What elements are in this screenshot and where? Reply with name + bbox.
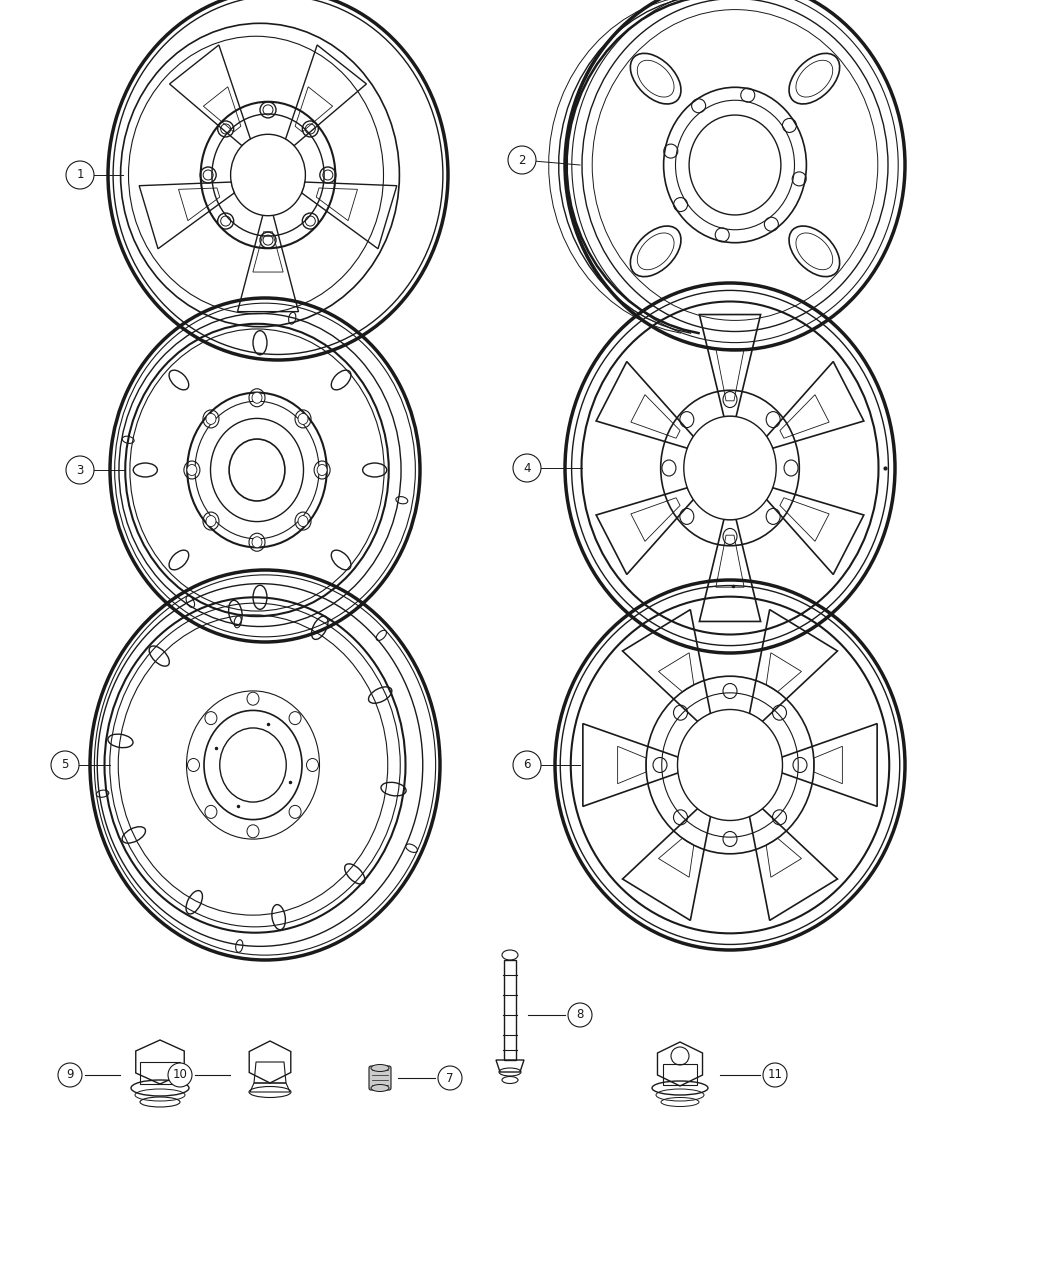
Ellipse shape: [252, 393, 262, 403]
Ellipse shape: [502, 1076, 518, 1084]
Text: 4: 4: [523, 462, 530, 474]
Circle shape: [66, 456, 94, 484]
Ellipse shape: [689, 115, 781, 215]
Ellipse shape: [219, 728, 287, 802]
FancyBboxPatch shape: [369, 1066, 391, 1090]
Circle shape: [568, 1003, 592, 1026]
Text: 8: 8: [576, 1009, 584, 1021]
Ellipse shape: [298, 515, 308, 527]
Circle shape: [51, 751, 79, 779]
Circle shape: [168, 1063, 192, 1088]
Ellipse shape: [206, 515, 216, 527]
Text: 9: 9: [66, 1068, 74, 1081]
Ellipse shape: [677, 709, 782, 821]
Circle shape: [508, 147, 536, 173]
Ellipse shape: [684, 416, 776, 520]
Ellipse shape: [371, 1065, 388, 1071]
Text: 11: 11: [768, 1068, 782, 1081]
Text: 10: 10: [172, 1068, 188, 1081]
Circle shape: [66, 161, 94, 189]
Text: 2: 2: [519, 153, 526, 167]
Ellipse shape: [206, 413, 216, 425]
Circle shape: [513, 454, 541, 482]
Text: 5: 5: [61, 759, 68, 771]
Ellipse shape: [502, 950, 518, 960]
Ellipse shape: [231, 134, 306, 215]
Ellipse shape: [298, 413, 308, 425]
Ellipse shape: [371, 1085, 388, 1091]
Circle shape: [513, 751, 541, 779]
Ellipse shape: [210, 418, 303, 521]
Circle shape: [58, 1063, 82, 1088]
Ellipse shape: [317, 464, 328, 476]
Text: 1: 1: [77, 168, 84, 181]
Circle shape: [763, 1063, 788, 1088]
Ellipse shape: [252, 537, 262, 548]
Ellipse shape: [229, 439, 285, 501]
Text: 6: 6: [523, 759, 530, 771]
Polygon shape: [504, 960, 516, 1060]
Text: 7: 7: [446, 1071, 454, 1085]
Text: 3: 3: [77, 464, 84, 477]
Ellipse shape: [187, 464, 197, 476]
Circle shape: [438, 1066, 462, 1090]
